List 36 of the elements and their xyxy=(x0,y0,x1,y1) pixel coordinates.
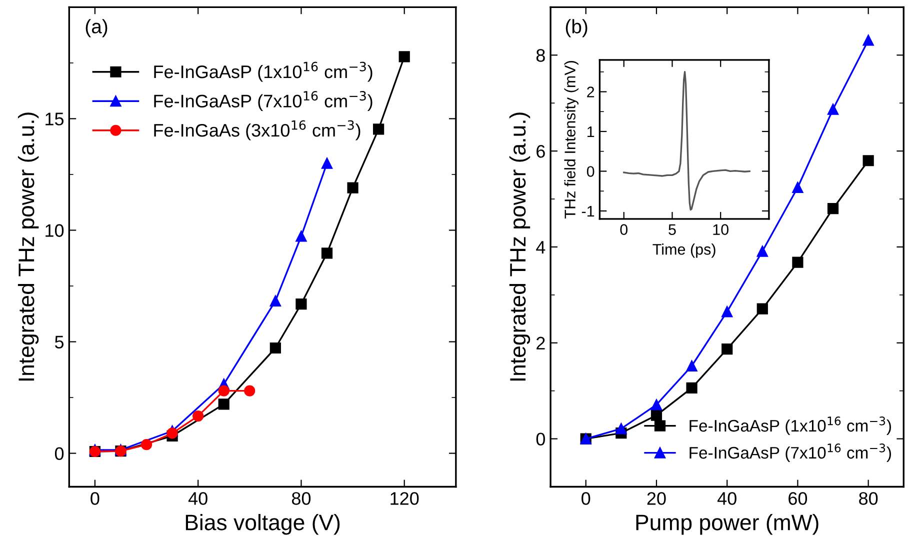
x-tick-label: 0 xyxy=(620,224,628,235)
x-tick-label: 40 xyxy=(188,492,208,505)
text: (a) xyxy=(86,19,108,38)
text: (b) xyxy=(566,19,588,38)
y-axis-title: THz field Intensity (mV) xyxy=(564,60,578,218)
x-axis-title: Pump power (mW) xyxy=(636,514,818,535)
y-tick-label: 4 xyxy=(536,241,546,254)
x-tick-label: 5 xyxy=(668,224,676,235)
legend-label: Fe-InGaAsP (7x10$^{16}$ cm$^{−3}$) xyxy=(154,91,372,112)
y-tick-label: 1 xyxy=(588,126,594,138)
legend-label: Fe-InGaAsP (7x10$^{16}$ cm$^{−3}$) xyxy=(690,443,891,462)
x-tick-label: 60 xyxy=(788,492,808,505)
x-tick-label: 20 xyxy=(647,492,666,505)
y-tick-label: 2 xyxy=(587,86,594,98)
y-tick-label: 0 xyxy=(54,447,64,460)
y-tick-label: 15 xyxy=(46,112,64,126)
y-tick-label: 0 xyxy=(586,166,594,177)
y-tick-label: 2 xyxy=(536,336,545,350)
y-tick-label: 6 xyxy=(536,144,545,158)
y-axis-title: Integrated THz power (a.u.) xyxy=(18,112,39,381)
legend-label: Fe-InGaAs (3x10$^{16}$ cm$^{−3}$) xyxy=(154,120,360,140)
x-tick-label: 40 xyxy=(717,492,736,505)
x-tick-label: 80 xyxy=(859,492,878,505)
y-axis-title: Integrated THz power (a.u.) xyxy=(509,112,530,381)
x-tick-label: 120 xyxy=(390,492,419,505)
x-tick-label: 10 xyxy=(713,224,728,235)
x-axis-title: Bias voltage (V) xyxy=(186,514,340,535)
x-tick-label: 80 xyxy=(292,492,311,505)
y-tick-label: -1 xyxy=(582,206,594,216)
y-tick-label: 8 xyxy=(536,49,545,62)
y-tick-label: 5 xyxy=(54,336,64,348)
y-tick-label: 0 xyxy=(536,432,545,446)
legend-label: Fe-InGaAsP (1x10$^{16}$ cm$^{−3}$) xyxy=(690,416,891,435)
x-tick-label: 0 xyxy=(90,492,100,505)
legend-label: Fe-InGaAsP (1x10$^{16}$ cm$^{−3}$) xyxy=(154,62,372,82)
x-axis-title: Time (ps) xyxy=(652,244,716,258)
